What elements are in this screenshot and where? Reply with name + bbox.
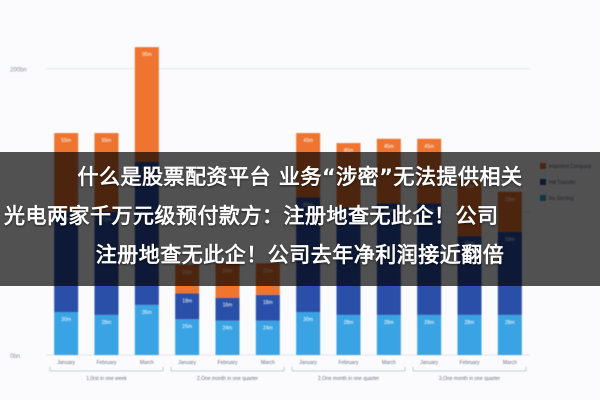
bar-data-label: 28m: [424, 320, 434, 326]
bar-data-label: 35m: [142, 310, 152, 316]
x-tick-label: March: [140, 360, 154, 366]
bar-segment: [94, 314, 119, 355]
headline-line-1: 什么是股票配资平台 业务“涉密”无法提供相关: [77, 165, 523, 189]
bar-data-label: 45m: [344, 148, 354, 154]
bar-segment: [336, 314, 361, 355]
y-tick-label: 0bn: [10, 354, 20, 360]
x-tick-label: January: [420, 360, 438, 366]
x-tick-label: March: [503, 360, 517, 366]
x-tick-label: February: [338, 360, 359, 366]
bar-segment: [457, 314, 482, 355]
bar-segment: [497, 314, 522, 355]
x-axis: January February March 1,0rst in one week Ja…: [49, 360, 527, 382]
bar-data-label: 25m: [182, 324, 192, 330]
group-label: 2,One month in one quarter: [318, 376, 379, 382]
bar-data-label: 45m: [303, 138, 313, 144]
headline-overlay: [0, 152, 600, 286]
bar-data-label: 95m: [142, 52, 152, 58]
x-tick-label: January: [57, 360, 75, 366]
bar-segment: [54, 312, 79, 355]
bar-data-label: 45m: [424, 144, 434, 150]
bar-data-label: 24m: [263, 326, 273, 332]
x-tick-label: January: [178, 360, 196, 366]
x-tick-label: January: [299, 360, 317, 366]
bar-segment: [417, 314, 442, 355]
bar-data-label: 45m: [384, 144, 394, 150]
bar-data-label: 28m: [384, 320, 394, 326]
group-label: 2,One month in one quarter: [197, 376, 258, 382]
x-tick-label: March: [382, 360, 396, 366]
bar-data-label: 30m: [61, 317, 71, 323]
bar-data-label: 28m: [344, 320, 354, 326]
group-label: 3,One month in one quarter: [439, 376, 500, 382]
bar-segment: [255, 294, 280, 321]
bar-data-label: 30m: [303, 317, 313, 323]
bar-data-label: 28m: [505, 320, 515, 326]
bar-segment: [134, 47, 159, 162]
bar-segment: [134, 304, 159, 355]
headline-line-3: 注册地查无此企！公司去年净利润接近翻倍: [95, 243, 505, 267]
x-tick-label: February: [217, 360, 238, 366]
x-tick-label: February: [459, 360, 480, 366]
bar-data-label: 28m: [102, 320, 112, 326]
bar-segment: [376, 314, 401, 355]
x-tick-label: March: [261, 360, 275, 366]
bar-segment: [215, 320, 240, 355]
y-tick-label: 200bn: [10, 68, 27, 74]
bar-data-label: 55m: [61, 138, 71, 144]
bar-data-label: 55m: [102, 138, 112, 144]
bar-data-label: 18m: [263, 300, 273, 306]
bar-segment: [215, 297, 240, 321]
bar-segment: [296, 312, 321, 355]
bar-data-label: 28m: [465, 320, 475, 326]
bar-data-label: 24m: [223, 326, 233, 332]
x-tick-label: February: [96, 360, 117, 366]
bar-segment: [175, 319, 200, 355]
headline-line-2: 光电两家千万元级预付款方：注册地查无此企！公司: [4, 204, 499, 228]
group-label: 1,0rst in one week: [86, 376, 127, 382]
bar-data-label: 18m: [182, 298, 192, 304]
bar-segment: [175, 293, 200, 320]
bar-segment: [255, 320, 280, 355]
bar-data-label: 16m: [223, 303, 233, 309]
